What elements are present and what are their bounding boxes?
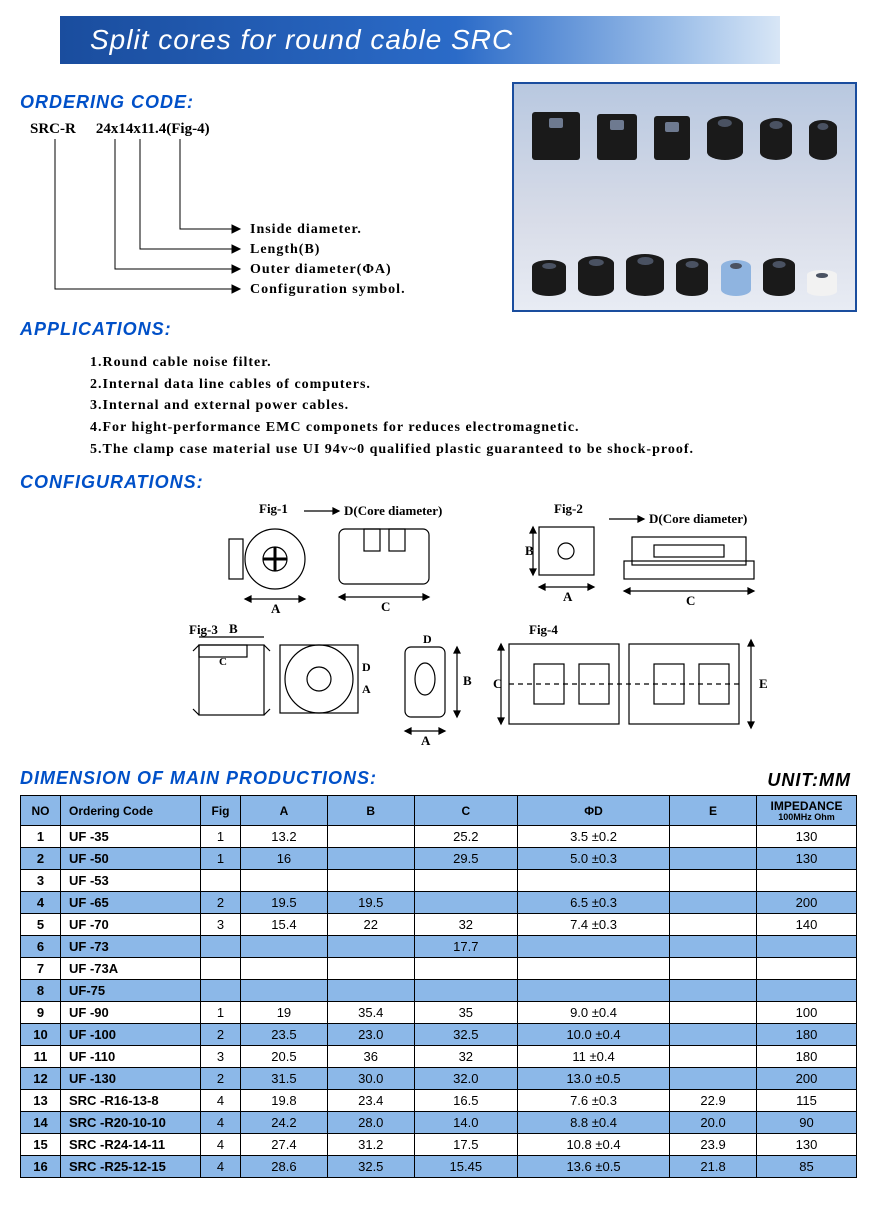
dimension-table: NO Ordering Code Fig A B C ΦD E IMPEDANC… [20, 795, 857, 1178]
unit-label: UNIT:MM [767, 770, 851, 791]
table-row: 11UF -110320.5363211 ±0.4180 [21, 1046, 857, 1068]
page-banner: Split cores for round cable SRC [60, 16, 780, 64]
dimension-heading: DIMENSION OF MAIN PRODUCTIONS: [20, 768, 377, 789]
table-row: 13SRC -R16-13-8419.823.416.57.6 ±0.322.9… [21, 1090, 857, 1112]
table-row: 3UF -53 [21, 870, 857, 892]
table-row: 4UF -65219.519.56.5 ±0.3200 [21, 892, 857, 914]
application-item: 3.Internal and external power cables. [90, 395, 857, 417]
table-row: 7UF -73A [21, 958, 857, 980]
application-item: 2.Internal data line cables of computers… [90, 374, 857, 396]
table-row: 9UF -9011935.4359.0 ±0.4100 [21, 1002, 857, 1024]
svg-text:Fig-4: Fig-4 [529, 622, 558, 637]
table-row: 14SRC -R20-10-10424.228.014.08.8 ±0.420.… [21, 1112, 857, 1134]
table-header-row: NO Ordering Code Fig A B C ΦD E IMPEDANC… [21, 796, 857, 826]
core-item [532, 260, 566, 296]
table-row: 16SRC -R25-12-15428.632.515.4513.6 ±0.52… [21, 1156, 857, 1178]
configurations-heading: CONFIGURATIONS: [20, 472, 857, 493]
ordering-code-diagram: SRC-R 24x14x11.4(Fig-4) Inside diameter. [20, 119, 492, 309]
core-item [763, 258, 795, 296]
col-e: E [670, 796, 757, 826]
ordering-heading: ORDERING CODE: [20, 92, 492, 113]
svg-text:A: A [271, 601, 281, 616]
col-impedance: IMPEDANCE 100MHz Ohm [757, 796, 857, 826]
svg-text:C: C [381, 599, 390, 614]
table-row: 12UF -130231.530.032.013.0 ±0.5200 [21, 1068, 857, 1090]
table-row: 15SRC -R24-14-11427.431.217.510.8 ±0.423… [21, 1134, 857, 1156]
ordering-prefix: SRC-R [30, 119, 76, 140]
application-item: 5.The clamp case material use UI 94v~0 q… [90, 439, 857, 461]
svg-text:B: B [463, 673, 472, 688]
ordering-label-3: Configuration symbol. [250, 282, 406, 297]
table-row: 6UF -7317.7 [21, 936, 857, 958]
svg-text:A: A [421, 733, 431, 748]
core-item [597, 114, 637, 160]
col-d: ΦD [517, 796, 669, 826]
product-photo [512, 82, 857, 312]
svg-text:A: A [362, 682, 371, 696]
ordering-label-2: Outer diameter(ΦA) [250, 262, 392, 277]
application-item: 4.For hight-performance EMC componets fo… [90, 417, 857, 439]
ordering-label-0: Inside diameter. [250, 222, 362, 237]
ordering-sample: 24x14x11.4(Fig-4) [96, 119, 210, 140]
svg-text:A: A [563, 589, 573, 604]
col-b: B [327, 796, 414, 826]
col-fig: Fig [201, 796, 241, 826]
applications-heading: APPLICATIONS: [20, 319, 492, 340]
svg-text:C: C [686, 593, 695, 608]
core-item [532, 112, 580, 160]
core-item [760, 118, 792, 160]
col-a: A [241, 796, 328, 826]
application-item: 1.Round cable noise filter. [90, 352, 857, 374]
svg-text:Fig-1: Fig-1 [259, 501, 288, 516]
svg-text:D(Core diameter): D(Core diameter) [649, 511, 747, 526]
col-no: NO [21, 796, 61, 826]
col-c: C [414, 796, 517, 826]
svg-text:B: B [229, 621, 238, 636]
table-row: 10UF -100223.523.032.510.0 ±0.4180 [21, 1024, 857, 1046]
svg-text:D: D [423, 632, 432, 646]
core-item [807, 270, 837, 296]
svg-text:C: C [219, 656, 227, 668]
applications-list: 1.Round cable noise filter. 2.Internal d… [90, 352, 857, 460]
svg-text:E: E [759, 676, 768, 691]
table-row: 8UF-75 [21, 980, 857, 1002]
core-item [676, 258, 708, 296]
table-row: 2UF -5011629.55.0 ±0.3130 [21, 848, 857, 870]
svg-text:Fig-3: Fig-3 [189, 622, 218, 637]
core-item [626, 254, 664, 296]
core-item [721, 260, 751, 296]
svg-text:Fig-2: Fig-2 [554, 501, 583, 516]
ordering-label-1: Length(B) [250, 242, 320, 257]
table-row: 1UF -35113.225.23.5 ±0.2130 [21, 826, 857, 848]
col-code: Ordering Code [61, 796, 201, 826]
table-row: 5UF -70315.422327.4 ±0.3140 [21, 914, 857, 936]
svg-text:D(Core diameter): D(Core diameter) [344, 503, 442, 518]
ordering-bracket-svg: Inside diameter. Length(B) Outer diamete… [30, 139, 470, 309]
svg-text:D: D [362, 660, 371, 674]
core-item [809, 120, 837, 160]
core-item [654, 116, 690, 160]
configuration-drawings: Fig-1 D(Core diameter) A C Fig-2 D(Core … [20, 499, 857, 754]
core-item [707, 116, 743, 160]
core-item [578, 256, 614, 296]
